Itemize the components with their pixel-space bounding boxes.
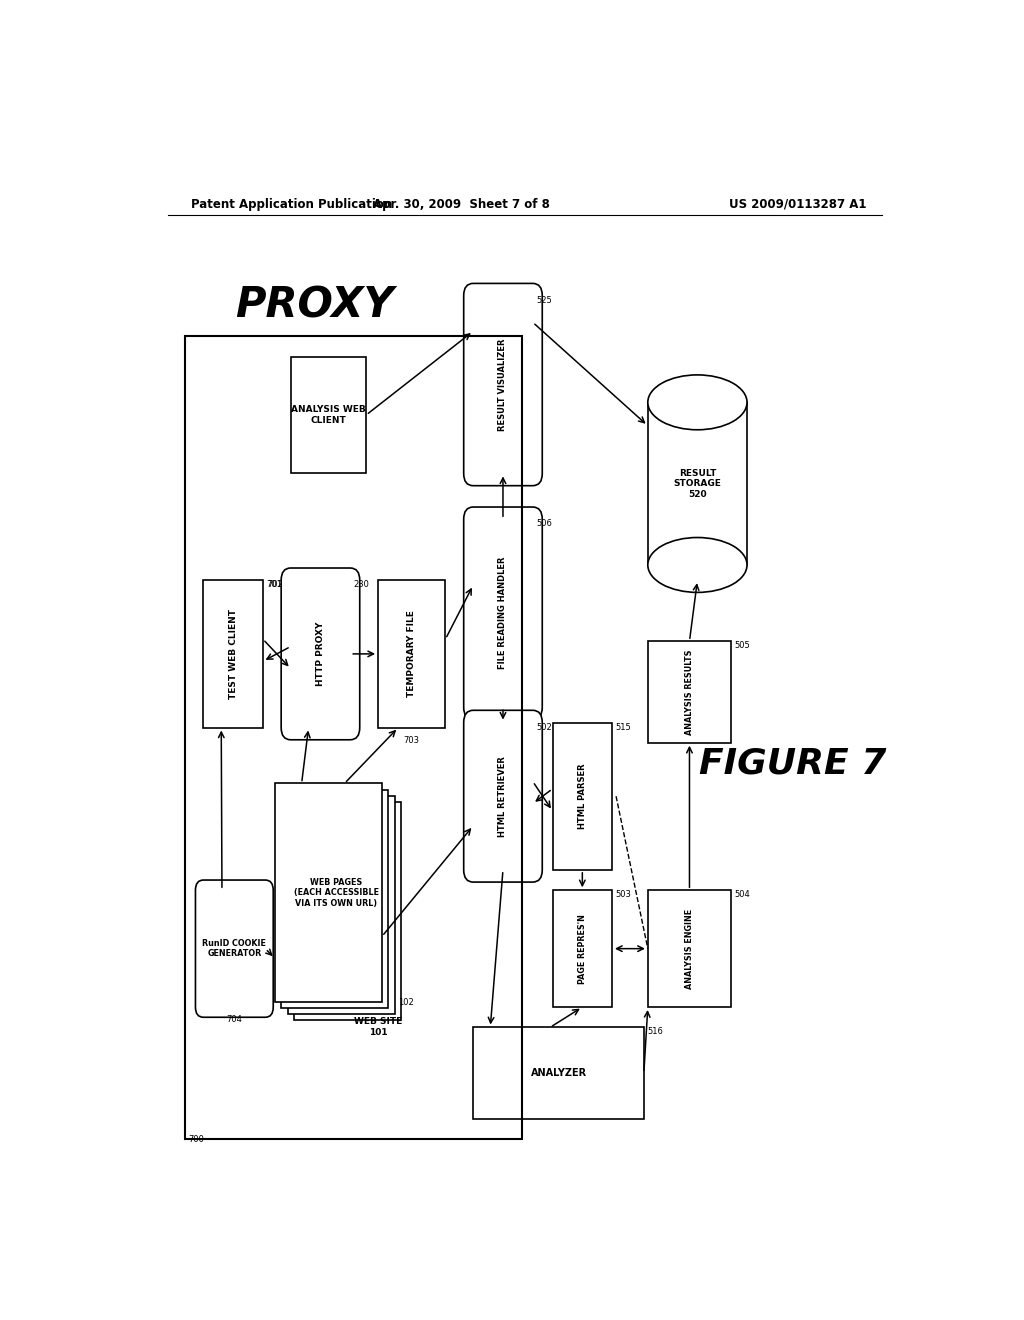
Bar [648, 642, 731, 743]
Text: 701: 701 [266, 581, 282, 589]
Text: 515: 515 [615, 722, 631, 731]
Text: RESULT VISUALIZER: RESULT VISUALIZER [499, 338, 508, 430]
Bar [553, 722, 612, 870]
Text: 525: 525 [536, 296, 552, 305]
Text: RunID COOKIE
GENERATOR: RunID COOKIE GENERATOR [203, 939, 266, 958]
Bar [274, 784, 382, 1002]
FancyBboxPatch shape [464, 284, 543, 486]
Text: 702: 702 [267, 581, 283, 589]
Ellipse shape [648, 537, 748, 593]
Bar [473, 1027, 644, 1119]
Text: ANALYSIS WEB
CLIENT: ANALYSIS WEB CLIENT [291, 405, 366, 425]
Text: 506: 506 [536, 519, 552, 528]
Bar [288, 796, 394, 1014]
Text: WEB PAGES
(EACH ACCESSIBLE
VIA ITS OWN URL): WEB PAGES (EACH ACCESSIBLE VIA ITS OWN U… [294, 878, 379, 908]
Text: 503: 503 [615, 890, 631, 899]
Text: 505: 505 [734, 642, 750, 651]
FancyBboxPatch shape [464, 507, 543, 719]
Text: 700: 700 [188, 1135, 204, 1144]
Bar [553, 890, 612, 1007]
Ellipse shape [648, 375, 748, 430]
Text: Patent Application Publication: Patent Application Publication [191, 198, 393, 211]
Text: FILE READING HANDLER: FILE READING HANDLER [499, 557, 508, 669]
Text: WEB SITE
101: WEB SITE 101 [354, 1018, 402, 1036]
Text: Apr. 30, 2009  Sheet 7 of 8: Apr. 30, 2009 Sheet 7 of 8 [373, 198, 550, 211]
Text: HTML RETRIEVER: HTML RETRIEVER [499, 756, 508, 837]
Text: 504: 504 [734, 890, 750, 899]
Text: 703: 703 [403, 735, 420, 744]
FancyBboxPatch shape [196, 880, 273, 1018]
Bar [378, 581, 445, 727]
Text: ANALYSIS RESULTS: ANALYSIS RESULTS [685, 649, 694, 735]
Text: 516: 516 [647, 1027, 663, 1036]
Bar [294, 801, 401, 1020]
Text: RESULT
STORAGE
520: RESULT STORAGE 520 [674, 469, 721, 499]
Text: FIGURE 7: FIGURE 7 [699, 746, 887, 780]
Text: ANALYZER: ANALYZER [530, 1068, 587, 1078]
Text: 502: 502 [536, 722, 552, 731]
Text: US 2009/0113287 A1: US 2009/0113287 A1 [728, 198, 866, 211]
Bar [648, 403, 748, 565]
Bar [204, 581, 263, 727]
Text: ANALYSIS ENGINE: ANALYSIS ENGINE [685, 908, 694, 989]
Bar [291, 356, 367, 474]
Text: TEST WEB CLIENT: TEST WEB CLIENT [228, 609, 238, 698]
Text: HTTP PROXY: HTTP PROXY [316, 622, 325, 686]
Bar [648, 890, 731, 1007]
FancyBboxPatch shape [282, 568, 359, 739]
Text: TEMPORARY FILE: TEMPORARY FILE [408, 610, 416, 697]
FancyBboxPatch shape [464, 710, 543, 882]
Text: HTML PARSER: HTML PARSER [578, 763, 587, 829]
Text: 230: 230 [353, 581, 370, 589]
Bar [282, 789, 388, 1008]
Text: PAGE REPRES'N: PAGE REPRES'N [578, 913, 587, 983]
Bar [185, 337, 522, 1139]
Text: PROXY: PROXY [236, 285, 394, 327]
Text: 704: 704 [226, 1015, 243, 1024]
Text: 102: 102 [397, 998, 414, 1007]
